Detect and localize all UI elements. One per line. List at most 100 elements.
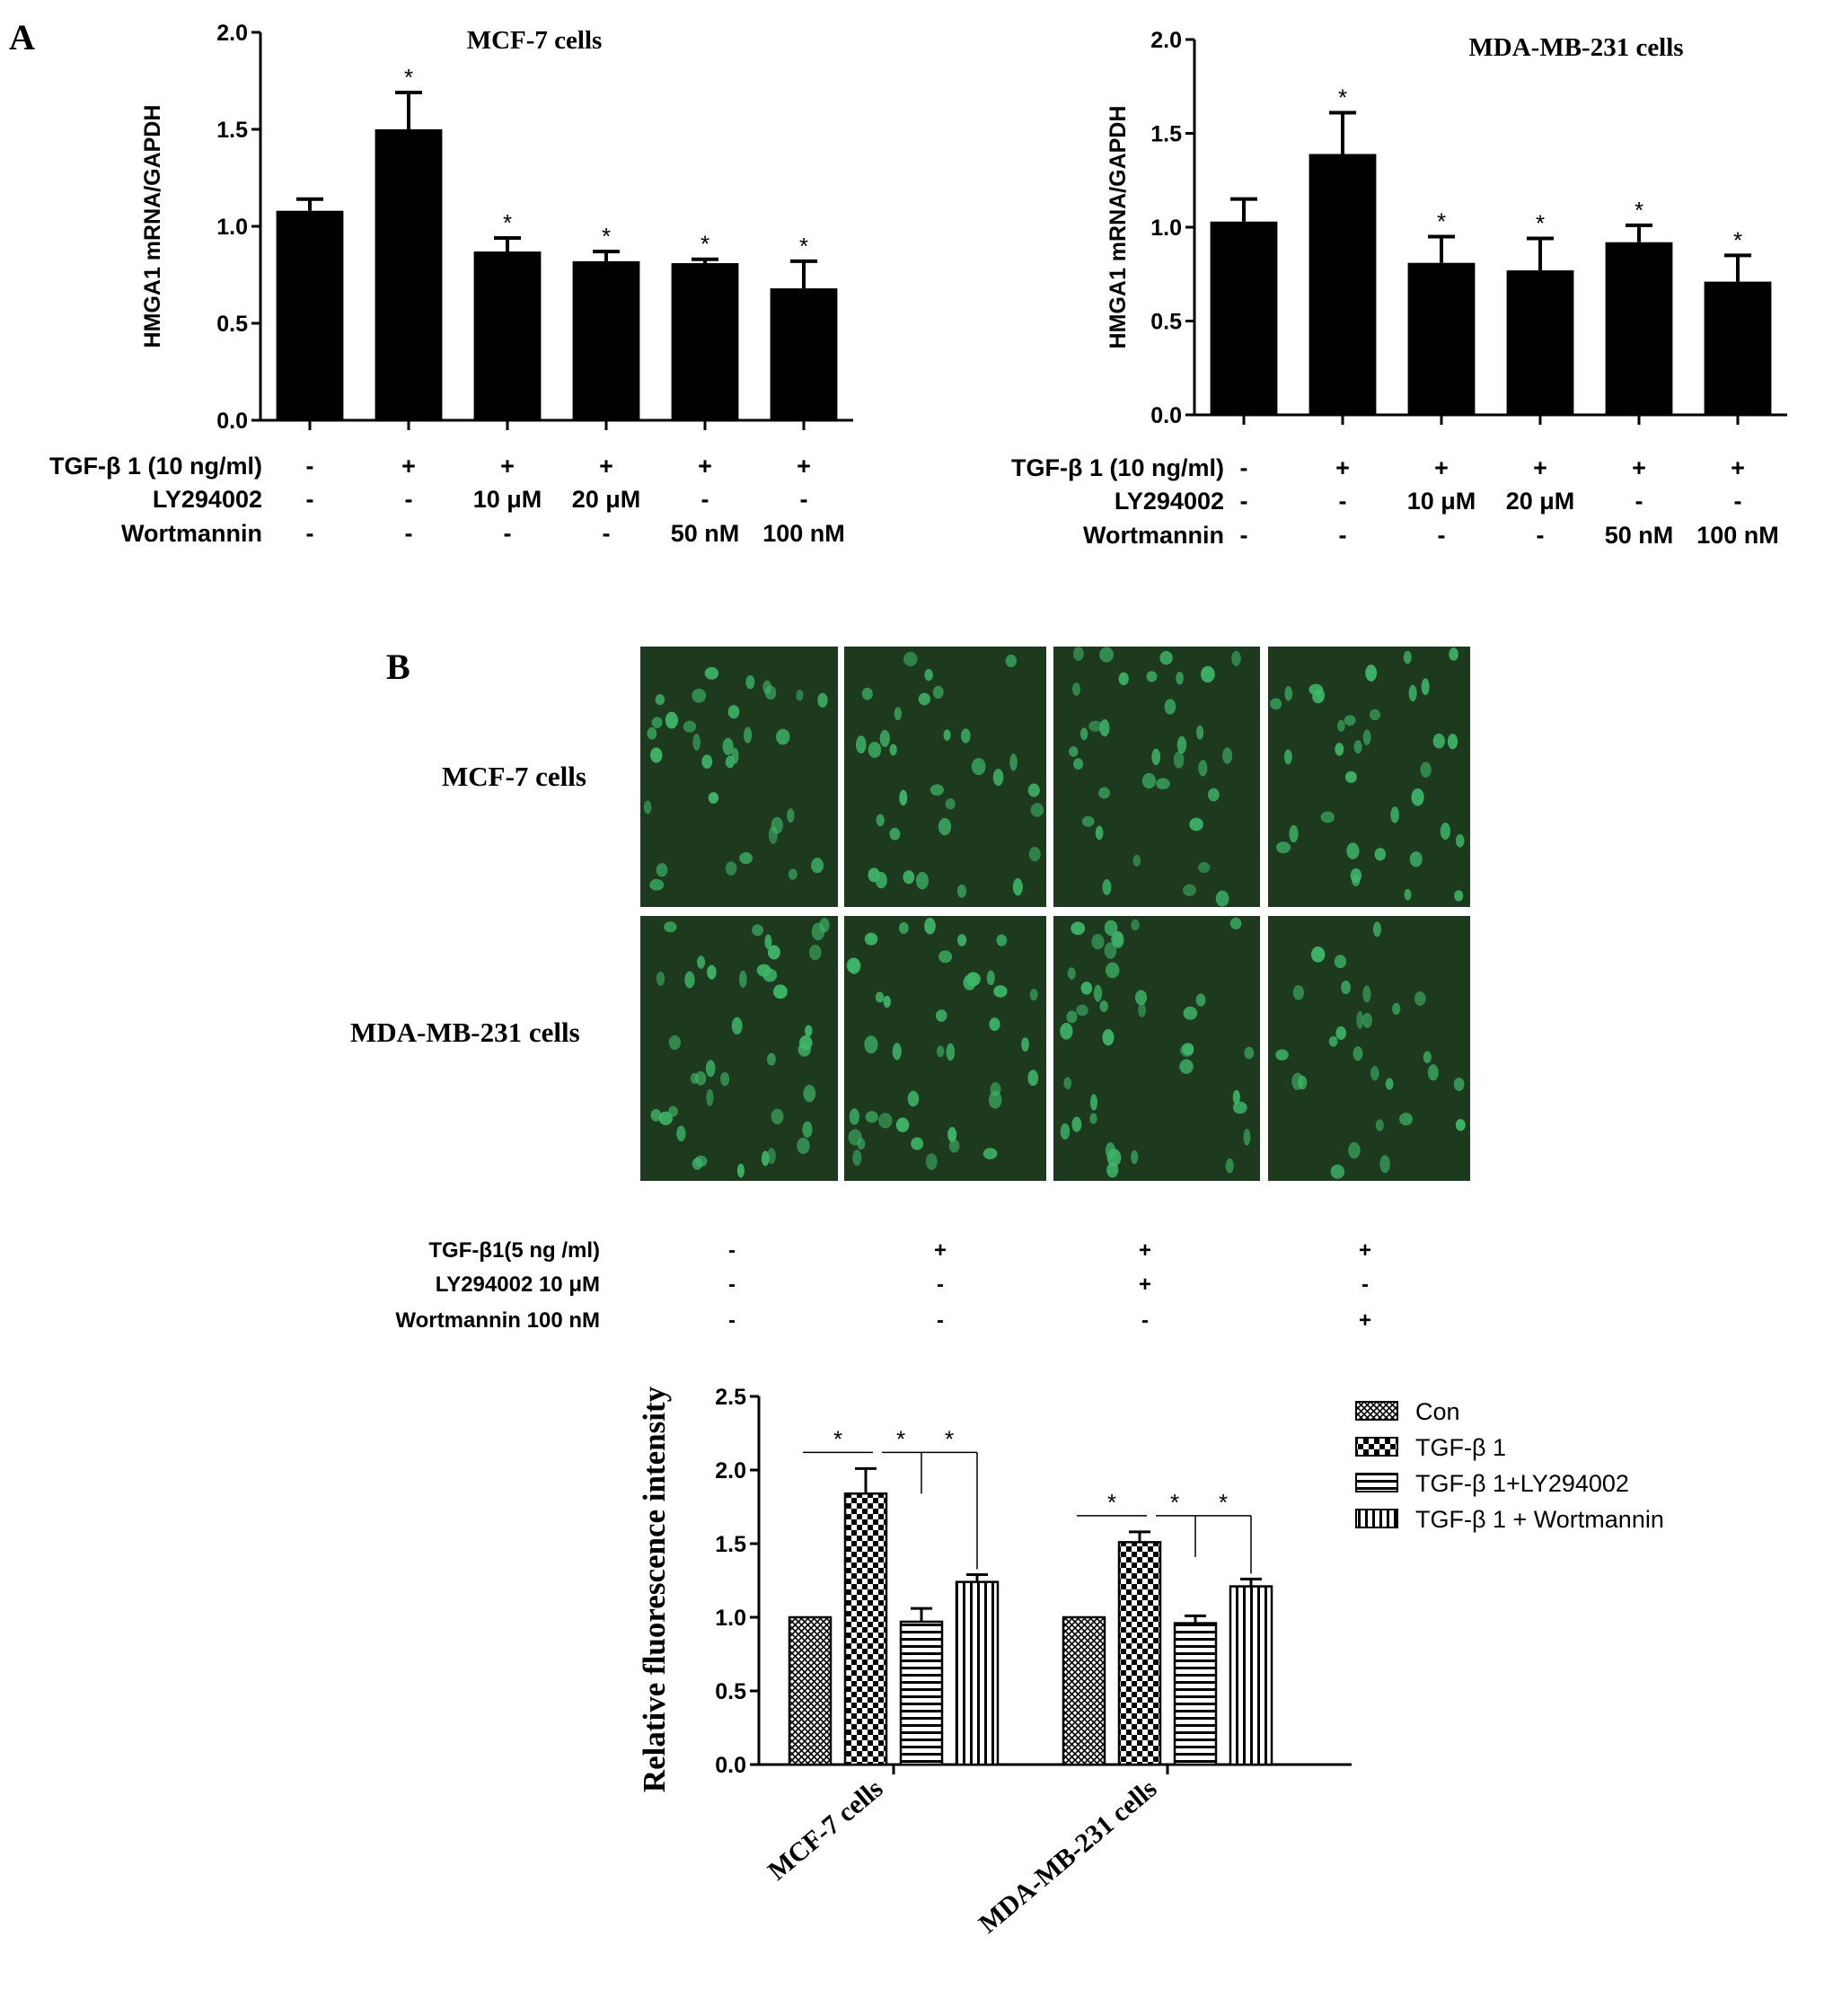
cell-nucleus — [1189, 817, 1203, 832]
image-row-label-mda: MDA-MB-231 cells — [350, 1017, 580, 1048]
mda-significance: * — [1635, 197, 1643, 224]
mda-treat-cell: 10 μM — [1407, 488, 1476, 515]
cell-nucleus — [930, 784, 944, 797]
cell-nucleus — [1179, 1059, 1194, 1074]
cell-nucleus — [668, 1105, 678, 1117]
cell-nucleus — [767, 1052, 776, 1066]
cell-nucleus — [761, 1150, 770, 1166]
cell-nucleus — [1088, 720, 1104, 732]
mcf7-treat-cell: + — [401, 453, 416, 480]
cell-nucleus — [656, 863, 668, 877]
mcf7-treat-cell: 100 nM — [762, 520, 845, 547]
cell-nucleus — [1292, 984, 1304, 1000]
mcf7-bar — [276, 210, 344, 420]
cell-nucleus — [1420, 762, 1432, 778]
mda-significance: * — [1338, 84, 1347, 111]
cell-nucleus — [1328, 1035, 1338, 1047]
cell-nucleus — [1081, 815, 1095, 827]
cell-nucleus — [731, 1017, 743, 1035]
mda-treat-row-label: Wortmannin — [1083, 522, 1224, 549]
mcf7-treat-cell: 50 nM — [671, 520, 740, 547]
mda-treat-cell: - — [1635, 488, 1643, 515]
cell-nucleus — [1215, 890, 1229, 907]
cell-nucleus — [918, 692, 930, 706]
mda-bar — [1506, 270, 1574, 415]
mcf7-treat-cell: - — [306, 520, 314, 547]
fluor-treat-row-label: TGF-β1(5 ng /ml) — [428, 1238, 600, 1263]
cell-nucleus — [1176, 735, 1187, 754]
cell-nucleus — [692, 688, 707, 703]
fluor-sig-star: * — [833, 1425, 842, 1452]
mda-significance: * — [1536, 210, 1545, 237]
cell-nucleus — [878, 1113, 893, 1129]
legend-label: TGF-β 1 + Wortmannin — [1415, 1506, 1664, 1533]
cell-nucleus — [1356, 1010, 1364, 1029]
fluor-y-tick-label: 0.0 — [715, 1753, 746, 1778]
cell-nucleus — [1330, 1164, 1345, 1179]
cell-nucleus — [1060, 1022, 1073, 1040]
cell-nucleus — [1453, 1077, 1465, 1091]
fluor-y-label: Relative fluorescence intensity — [637, 1386, 672, 1792]
fluor-sig-star: * — [1170, 1489, 1179, 1516]
legend-swatch — [1355, 1509, 1398, 1528]
cell-nucleus — [903, 651, 918, 666]
cell-nucleus — [1102, 1029, 1115, 1046]
cell-nucleus — [907, 1090, 920, 1107]
cell-nucleus — [1146, 671, 1158, 682]
cell-nucleus — [1447, 734, 1458, 750]
cell-nucleus — [1390, 806, 1399, 823]
micrograph-panel — [1268, 916, 1470, 1181]
fluor-y-tick-label: 2.5 — [715, 1385, 746, 1410]
cell-nucleus — [1072, 647, 1084, 661]
fluor-treat-cell: - — [728, 1272, 736, 1297]
cell-nucleus — [731, 747, 739, 764]
cell-nucleus — [1409, 851, 1423, 867]
cell-nucleus — [743, 726, 753, 744]
mcf7-treat-cell: + — [698, 453, 712, 480]
cell-nucleus — [696, 955, 706, 969]
fluor-treat-cell: - — [1141, 1308, 1149, 1333]
cell-nucleus — [772, 984, 788, 999]
cell-nucleus — [846, 957, 860, 973]
fluorescence-treatment-table: TGF-β1(5 ng /ml) - + + + LY294002 10 μM - - + - Wo… — [395, 1238, 1371, 1333]
micrograph-panel — [1268, 647, 1470, 907]
cell-nucleus — [798, 1035, 813, 1051]
fluor-treat-cell: - — [728, 1308, 736, 1333]
cell-nucleus — [971, 758, 986, 776]
cell-nucleus — [1408, 684, 1417, 702]
fluor-treat-cell: - — [728, 1238, 736, 1263]
cell-nucleus — [1231, 650, 1241, 666]
cell-nucleus — [650, 1108, 662, 1122]
cell-nucleus — [1104, 920, 1118, 937]
cell-nucleus — [1344, 715, 1356, 726]
cell-nucleus — [864, 932, 878, 946]
cell-nucleus — [643, 800, 652, 814]
cell-nucleus — [946, 1043, 956, 1061]
cell-nucleus — [1201, 665, 1215, 683]
cell-nucleus — [725, 861, 737, 876]
cell-nucleus — [938, 817, 952, 836]
mcf7-treat-cell: 10 μM — [473, 486, 542, 513]
cell-nucleus — [1421, 678, 1430, 696]
cell-nucleus — [1076, 1004, 1088, 1017]
cell-nucleus — [992, 769, 1004, 787]
mcf7-treat-cell: - — [603, 520, 611, 547]
cell-nucleus — [1071, 921, 1086, 936]
cell-nucleus — [1089, 1113, 1097, 1124]
cell-nucleus — [1352, 874, 1361, 887]
mcf7-treat-cell: 20 μM — [572, 486, 641, 513]
fluor-treat-row-label: LY294002 10 μM — [436, 1272, 600, 1297]
cell-nucleus — [692, 733, 701, 752]
cell-nucleus — [797, 1137, 810, 1155]
cell-nucleus — [1196, 725, 1204, 740]
cell-nucleus — [1028, 847, 1041, 862]
cell-nucleus — [796, 689, 804, 701]
legend-swatch — [1355, 1401, 1398, 1421]
micrograph-panel — [640, 647, 838, 907]
cell-nucleus — [1454, 890, 1464, 902]
cell-nucleus — [649, 878, 665, 891]
cell-nucleus — [808, 945, 822, 961]
fluor-bar — [843, 1492, 888, 1766]
cell-nucleus — [692, 1158, 703, 1170]
cell-nucleus — [705, 1060, 716, 1078]
